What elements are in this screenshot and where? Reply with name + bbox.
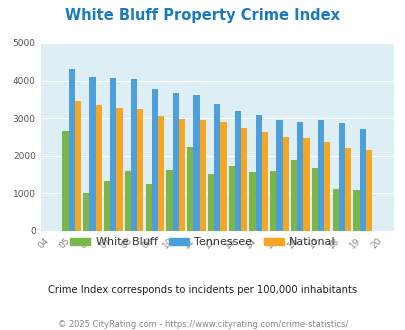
Bar [193, 95, 199, 231]
Bar [83, 193, 89, 231]
Bar [124, 171, 131, 231]
Bar [270, 171, 276, 231]
Bar [303, 138, 309, 231]
Bar [344, 148, 350, 231]
Bar [276, 120, 282, 231]
Bar [207, 174, 213, 231]
Bar [228, 166, 234, 231]
Text: Crime Index corresponds to incidents per 100,000 inhabitants: Crime Index corresponds to incidents per… [48, 285, 357, 295]
Bar [172, 92, 178, 231]
Bar [241, 128, 247, 231]
Bar [104, 182, 110, 231]
Bar [220, 122, 226, 231]
Bar [365, 150, 371, 231]
Bar [261, 132, 267, 231]
Bar [290, 159, 296, 231]
Bar [359, 129, 365, 231]
Bar [199, 120, 205, 231]
Bar [178, 118, 185, 231]
Bar [158, 116, 164, 231]
Bar [317, 120, 324, 231]
Bar [151, 89, 158, 231]
Bar [213, 104, 220, 231]
Bar [255, 115, 261, 231]
Bar [110, 78, 116, 231]
Bar [311, 168, 317, 231]
Bar [332, 189, 338, 231]
Text: © 2025 CityRating.com - https://www.cityrating.com/crime-statistics/: © 2025 CityRating.com - https://www.city… [58, 320, 347, 329]
Bar [166, 170, 172, 231]
Bar [68, 69, 75, 231]
Bar [296, 122, 303, 231]
Legend: White Bluff, Tennessee, National: White Bluff, Tennessee, National [66, 233, 339, 252]
Bar [338, 123, 344, 231]
Bar [89, 77, 96, 231]
Bar [187, 147, 193, 231]
Bar [62, 131, 68, 231]
Bar [324, 142, 330, 231]
Bar [131, 79, 137, 231]
Bar [75, 101, 81, 231]
Text: White Bluff Property Crime Index: White Bluff Property Crime Index [65, 8, 340, 23]
Bar [96, 105, 102, 231]
Bar [137, 109, 143, 231]
Bar [145, 184, 151, 231]
Bar [234, 111, 241, 231]
Bar [249, 172, 255, 231]
Bar [352, 190, 359, 231]
Bar [282, 137, 288, 231]
Bar [116, 108, 122, 231]
